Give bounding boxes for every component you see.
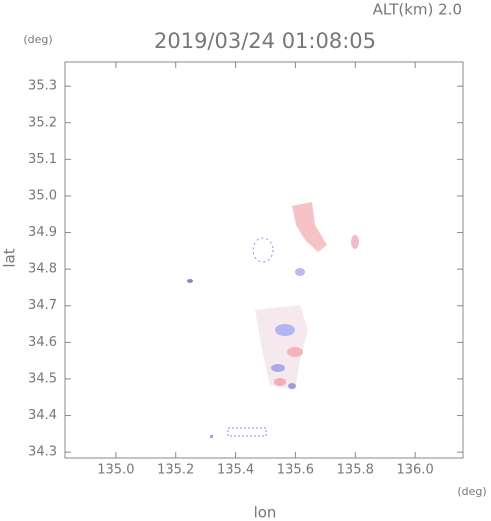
echo [288,383,296,389]
y-tick-label: 34.5 [28,371,57,386]
chart-title: 2019/03/24 01:08:05 [154,29,376,53]
plot-frame [64,61,464,459]
y-tick-label: 34.4 [28,408,57,423]
x-tick-label: 136.0 [397,463,434,478]
y-tick-label: 35.2 [28,115,57,130]
y-tick-label: 35.3 [28,79,57,94]
echo [271,364,285,372]
echo [210,435,213,438]
y-tick-label: 34.6 [28,335,57,350]
x-axis-label: lon [254,504,277,521]
x-tick-label: 135.6 [277,463,314,478]
x-tick-label: 135.4 [217,463,254,478]
x-tick-label: 135.8 [337,463,374,478]
echo [292,202,327,252]
echo [275,324,295,336]
y-tick-label: 34.8 [28,262,57,277]
echo [351,235,359,249]
echo [287,347,303,357]
y-tick-label: 34.9 [28,225,57,240]
y-tick-label: 34.7 [28,298,57,313]
echo [255,305,308,390]
echo [252,237,274,263]
echo [227,427,267,437]
x-tick-label: 135.0 [97,463,134,478]
echo [295,268,305,276]
y-axis-label: lat [1,248,19,267]
radar-echoes [187,202,359,438]
echo [274,378,286,386]
x-unit: (deg) [457,485,486,498]
subtitle: ALT(km) 2.0 [373,1,462,19]
y-tick-label: 35.0 [28,188,57,203]
y-tick-label: 35.1 [28,152,57,167]
y-unit: (deg) [23,33,52,46]
echo [187,279,193,283]
x-tick-label: 135.2 [157,463,194,478]
y-tick-label: 34.3 [28,445,57,460]
